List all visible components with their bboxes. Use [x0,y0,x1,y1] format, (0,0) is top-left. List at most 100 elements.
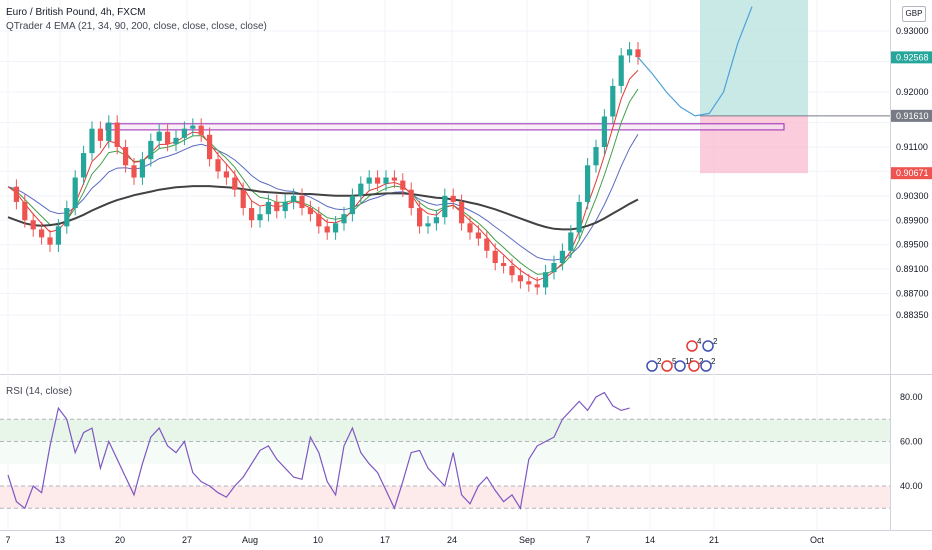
position-zones[interactable] [105,0,890,174]
candle-up [433,217,439,224]
candle-up [442,195,448,218]
candle-down [450,195,456,202]
ema90-line [7,133,639,261]
candle-up [64,208,70,227]
candle-down [408,189,414,209]
currency-badge[interactable]: GBP [902,6,926,22]
candle-up [551,263,557,273]
candle-up [291,195,297,202]
rsi-tick-label: 80.00 [900,392,923,402]
candle-up [559,250,565,263]
candle-up [55,226,61,245]
price-label-text: 0.90671 [896,168,929,178]
candle-down [459,201,465,224]
candle-up [349,195,355,215]
ema21-line [7,69,639,282]
candle-up [181,128,187,138]
candle-down [207,134,213,160]
price-label-text: 0.91610 [896,111,929,121]
price-tick-label: 0.88700 [896,289,929,299]
candle-down [467,223,473,233]
candle-down [223,171,229,178]
candle-down [417,208,423,227]
candle-down [509,266,515,276]
target-zone [700,0,808,116]
event-marker [702,340,714,352]
event-marker [674,360,686,372]
event-marker [661,360,673,372]
events[interactable]: 2 5 15 2 24 2 [646,337,718,372]
ema34-line [7,88,639,275]
resistance-zone [105,123,785,131]
candle-up [618,55,624,86]
rsi-tick-label: 60.00 [900,437,923,447]
candle-down [274,201,280,212]
time-tick-label: 27 [182,535,192,545]
candle-up [333,223,339,233]
ema-lines [7,69,639,282]
candle-down [635,49,641,58]
candle-up [156,131,162,141]
rsi-line [7,391,630,510]
rsi-title: RSI (14, close) [6,386,73,397]
price-tick-label: 0.90300 [896,191,929,201]
candle-down [501,263,507,267]
candle-down [324,226,330,233]
candle-down [484,238,490,251]
time-tick-label: 10 [313,535,323,545]
candle-down [316,214,322,227]
price-tick-label: 0.92000 [896,87,929,97]
candle-down [123,147,129,166]
candle-down [526,281,532,285]
candle-up [576,201,582,233]
candle-up [568,232,574,251]
candle-down [215,159,221,172]
candle-down [249,208,255,221]
time-tick-label: Aug [242,535,258,545]
time-tick-label: 17 [380,535,390,545]
candle-up [358,183,364,196]
price-label-stop [891,167,932,180]
candle-down [97,128,103,141]
candle-up [89,128,95,154]
candle-down [391,177,397,181]
price-tick-label: 0.88350 [896,310,929,320]
candle-down [114,122,120,147]
candle-down [400,180,406,190]
candle-down [240,189,246,209]
event-count: 15 [685,357,694,366]
candle-up [81,153,87,178]
axes: 0.93000 0.92000 0.91100 0.90300 0.89900 0.895… [5,26,932,545]
candle-down [375,177,381,184]
candle-down [165,131,171,144]
event-marker [686,340,698,352]
candle-down [13,186,19,202]
candle-down [307,208,313,215]
candle-down [47,237,53,245]
candle-down [198,125,204,135]
price-label-text: 0.92568 [896,52,929,62]
event-count: 2 [699,357,704,366]
projection[interactable] [637,6,753,117]
candle-up [543,272,549,288]
projection-curve [637,6,753,117]
event-count: 2 [711,357,716,366]
symbol-title: Euro / British Pound, 4h, FXCM [6,7,146,18]
candle-down [39,229,45,238]
candle-up [265,201,271,215]
event-marker [700,360,712,372]
ema200-line [7,185,639,231]
candle-down [299,195,305,209]
candle-up [190,125,196,129]
event-marker [688,360,700,372]
price-tick-label: 0.89500 [896,240,929,250]
event-count: 2 [713,337,718,346]
candle-down [534,284,540,288]
candle-down [492,250,498,263]
time-tick-label: 7 [5,535,10,545]
candle-up [282,201,288,212]
price-tick-label: 0.91100 [896,142,928,152]
time-tick-label: Sep [519,535,535,545]
candles [13,41,641,295]
